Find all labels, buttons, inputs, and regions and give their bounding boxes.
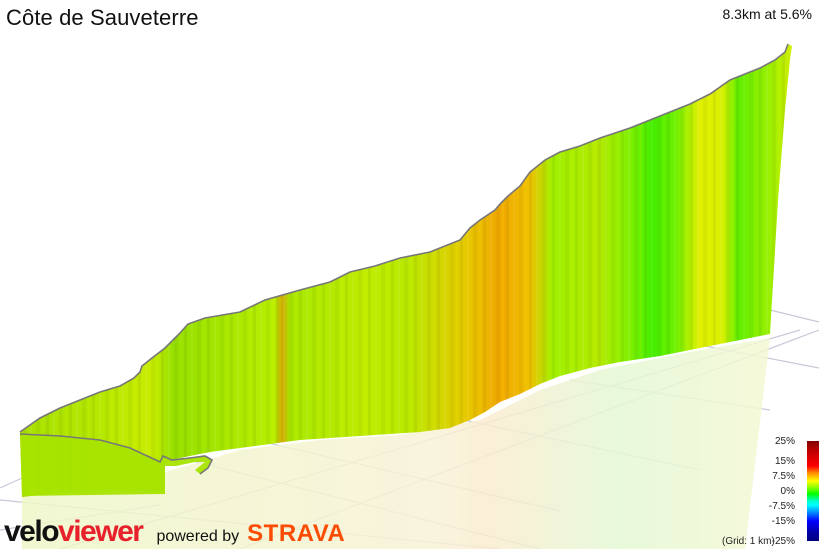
powered-by-text: powered by	[156, 528, 240, 545]
grid-scale-note: (Grid: 1 km)	[722, 536, 775, 547]
legend-label-minus-25: -25%	[771, 536, 795, 547]
legend-label-0: 0%	[780, 486, 795, 497]
legend-label-25: 25%	[774, 436, 795, 447]
strava-logo[interactable]: STRAVA	[247, 520, 346, 547]
branding: veloviewer powered by STRAVA	[4, 517, 345, 548]
segment-summary: 8.3km at 5.6%	[722, 6, 813, 22]
profile-loop-outline	[19, 433, 214, 475]
profile-start-loop	[20, 434, 212, 496]
profile-top-outline	[19, 43, 789, 433]
legend-label-minus-7-5: -7.5%	[768, 501, 795, 512]
segment-title: Côte de Sauveterre	[6, 5, 199, 30]
legend-label-7-5: 7.5%	[772, 471, 795, 482]
profile-stripes	[20, 44, 792, 497]
legend-label-minus-15: -15%	[771, 516, 795, 527]
gradient-color-scale	[807, 441, 819, 541]
veloviewer-logo[interactable]: veloviewer	[4, 515, 144, 548]
legend-label-15: 15%	[774, 456, 795, 467]
profile-reflection	[22, 338, 770, 549]
gradient-legend-labels: 25% 15% 7.5% 0% -7.5% -15% -25%	[735, 436, 795, 548]
